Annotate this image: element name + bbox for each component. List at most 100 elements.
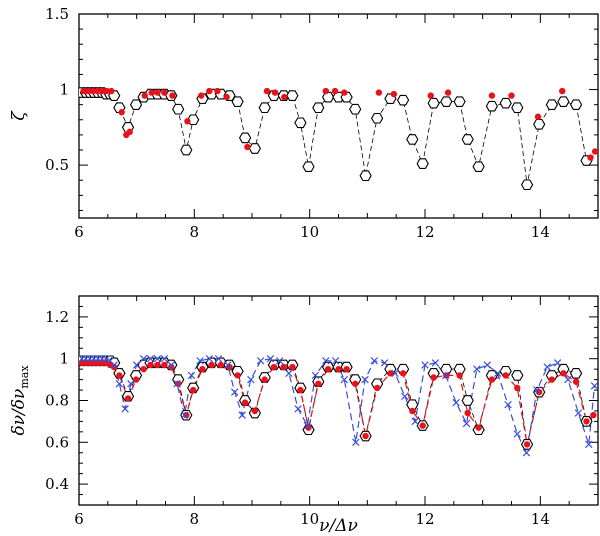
blue-cross-marker — [160, 354, 169, 363]
hexagon-marker — [248, 143, 262, 154]
blue-cross-marker — [504, 400, 512, 409]
blue-cross-marker — [462, 419, 471, 428]
red-dot-marker — [116, 372, 123, 379]
blue-cross-marker — [574, 409, 583, 417]
red-dot-marker — [161, 361, 168, 369]
red-dot-marker — [572, 378, 580, 385]
red-dot-marker — [514, 384, 521, 392]
blue-cross-marker — [102, 354, 110, 363]
hexagon-marker — [286, 90, 299, 101]
blue-cross-marker — [224, 361, 232, 369]
red-dot-marker — [103, 87, 110, 95]
blue-cross-marker — [340, 375, 348, 384]
x-tick-label: 14 — [531, 223, 550, 241]
red-dot-marker — [140, 365, 147, 373]
red-dot-marker — [305, 424, 312, 431]
x-tick-label: 12 — [415, 510, 434, 528]
hexagon-marker — [258, 102, 271, 114]
hexagon-marker — [416, 158, 429, 169]
red-dot-marker — [174, 380, 182, 387]
hexagon-marker — [511, 102, 524, 114]
blue-cross-marker — [173, 380, 181, 388]
x-tick-label: 6 — [74, 510, 84, 528]
hexagon-marker — [238, 132, 252, 144]
red-dot-marker — [118, 109, 125, 116]
red-dot-marker — [427, 92, 434, 99]
red-dot-marker — [390, 90, 398, 98]
blue-cross-marker — [483, 361, 492, 369]
top-panel: 6 8 10 12 14 0.5 1 1.5 ζ — [9, 5, 599, 241]
blue-cross-marker — [331, 357, 340, 365]
open-hexagon-dashed-line — [81, 92, 587, 185]
red-dot-marker — [587, 154, 594, 161]
red-dot-marker — [148, 89, 155, 96]
blue-cross-marker — [205, 354, 214, 363]
hexagon-marker — [499, 97, 512, 109]
hexagon-marker — [545, 99, 559, 110]
blue-cross-marker — [421, 361, 429, 369]
y-tick-label: 0.8 — [45, 392, 69, 410]
blue-cross-marker — [311, 371, 320, 380]
red-dot-marker — [560, 370, 567, 377]
hexagon-marker — [472, 161, 485, 172]
hexagon-marker — [453, 96, 466, 107]
red-dot-marker — [548, 376, 556, 383]
red-dot-marker — [98, 87, 106, 95]
blue-cross-marker — [153, 354, 162, 363]
blue-cross-marker — [256, 357, 265, 365]
hexagon-marker — [349, 103, 362, 115]
red-dot-marker — [399, 370, 407, 377]
red-dot-marker — [198, 92, 205, 99]
red-dot-marker — [375, 89, 383, 96]
blue-cross-marker — [553, 359, 562, 367]
red-dot-marker — [335, 365, 342, 373]
red-dot-marker — [352, 380, 359, 387]
red-dot-marker — [161, 89, 168, 96]
blue-cross-marker — [473, 365, 481, 373]
x-tick-label: 8 — [190, 510, 200, 528]
red-dot-marker — [324, 365, 332, 373]
red-dot-marker — [341, 89, 348, 96]
red-dot-marker — [362, 432, 369, 440]
red-dot-marker — [591, 148, 598, 155]
red-dot-marker — [154, 89, 161, 96]
blue-cross-marker — [110, 361, 118, 369]
blue-cross-marker — [127, 380, 135, 388]
x-tick-label: 14 — [531, 510, 550, 528]
blue-cross-marker — [452, 398, 460, 407]
red-dot-marker — [583, 418, 590, 425]
hexagon-marker — [461, 395, 474, 406]
blue-cross-marker — [391, 369, 399, 378]
x-tick-label: 8 — [190, 223, 200, 241]
blue-cross-marker — [139, 354, 148, 363]
x-tick-label: 10 — [300, 510, 319, 528]
hexagon-marker — [172, 103, 185, 115]
red-dot-marker — [409, 407, 416, 415]
hexagon-marker — [302, 161, 315, 172]
red-dot-marker — [214, 87, 221, 95]
red-dot-marker — [271, 89, 279, 96]
y-axis-label-text: δν/δν — [9, 389, 29, 436]
hexagon-marker — [129, 99, 143, 110]
blue-cross-marker — [230, 388, 239, 396]
red-dot-marker — [217, 361, 225, 369]
y-tick-label: 0.6 — [45, 433, 69, 451]
hexagon-marker — [294, 117, 307, 129]
y-axis-label: ζ — [9, 110, 29, 121]
red-dot-marker — [387, 370, 394, 377]
hexagon-marker — [520, 179, 534, 191]
hexagon-marker — [461, 134, 474, 145]
blue-cross-marker — [214, 354, 223, 363]
hexagon-marker — [569, 99, 583, 110]
blue-cross-marker — [115, 380, 124, 388]
blue-cross-marker — [522, 449, 531, 457]
red-dot-marker — [315, 380, 322, 387]
y-tick-label: 0.4 — [45, 475, 69, 493]
blue-cross-marker — [285, 369, 293, 378]
red-dot-marker — [89, 87, 97, 95]
blue-cross-marker — [411, 417, 419, 426]
plot-frame — [78, 295, 599, 506]
plot-frame — [78, 13, 599, 219]
hexagon-marker — [359, 170, 372, 182]
hexagon-marker — [312, 102, 325, 114]
